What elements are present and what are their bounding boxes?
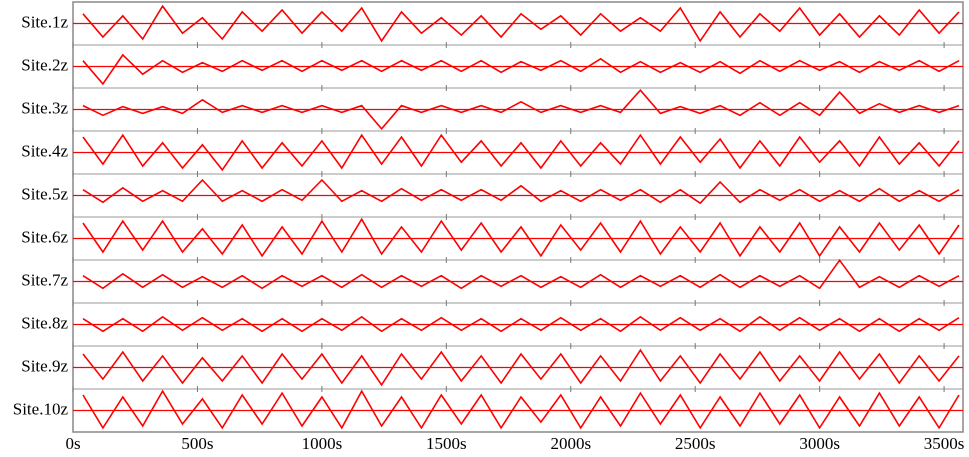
waveform [82,389,960,430]
waveform [82,315,960,333]
series-label: Site.10z [13,399,69,418]
x-tick-label: 0s [65,434,80,453]
series-label: Site.6z [21,227,68,246]
x-tick-label: 3000s [799,434,840,453]
series-label: Site.4z [21,141,68,160]
x-tick-label: 1000s [302,434,343,453]
series-label: Site.5z [21,184,68,203]
x-tick-label: 500s [181,434,213,453]
series-label: Site.1z [21,12,68,31]
series-label: Site.8z [21,313,68,332]
x-tick-label: 2000s [550,434,591,453]
series-label: Site.7z [21,270,68,289]
waveform [82,178,960,205]
x-tick-label: 3500s [924,434,965,453]
x-tick-label: 1500s [426,434,467,453]
series-label: Site.3z [21,98,68,117]
waveform [82,348,960,387]
waveform [82,133,960,172]
waveform [82,88,960,131]
waveform [82,258,960,290]
waveform [82,217,960,258]
waveform [82,4,960,43]
x-tick-label: 2500s [675,434,716,453]
waveform [82,53,960,86]
series-label: Site.2z [21,55,68,74]
series-label: Site.9z [21,356,68,375]
